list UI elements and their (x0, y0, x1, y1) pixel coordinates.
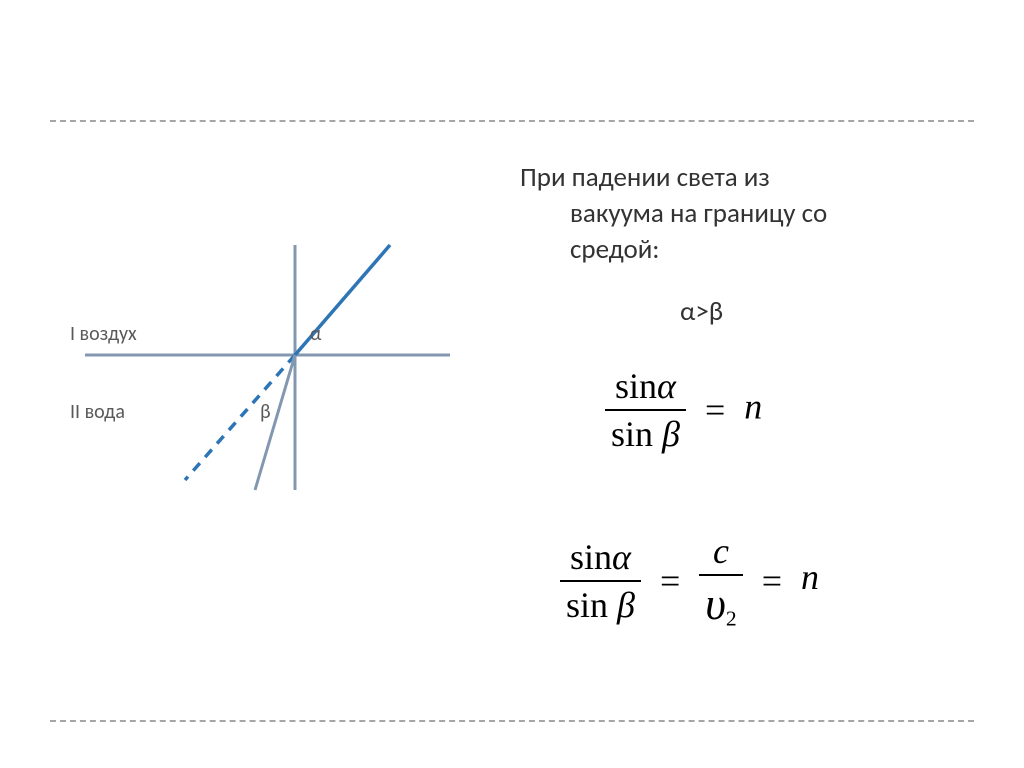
fraction-2b: c υ2 (699, 530, 742, 631)
label-medium-1: I воздух (70, 322, 137, 346)
slide: При падении света из вакуума на границу … (0, 0, 1024, 768)
rhs-n-1: n (744, 386, 762, 426)
refraction-diagram: I воздух II вода α β (60, 240, 460, 540)
bottom-divider (50, 720, 974, 722)
inequality-text: α>β (680, 295, 723, 328)
formula-snells-law: sinα sin β = n (605, 365, 762, 455)
numerator-2a: sinα (560, 536, 641, 580)
label-alpha: α (310, 322, 321, 346)
reflected-ray-dashed (185, 355, 295, 480)
paragraph-line-3: средой: (520, 232, 827, 268)
numerator-2b: c (699, 530, 742, 574)
paragraph-line-1: При падении света из (520, 160, 827, 196)
numerator-1: sinα (605, 365, 686, 409)
top-divider (50, 120, 974, 122)
paragraph-line-2: вакуума на границу со (520, 196, 827, 232)
equals-2a: = (650, 560, 690, 602)
fraction-2a: sinα sin β (560, 536, 641, 626)
label-medium-2: II вода (70, 400, 125, 424)
diagram-svg (60, 240, 460, 540)
denominator-2b: υ2 (699, 574, 742, 631)
rhs-n-2: n (801, 557, 819, 597)
intro-paragraph: При падении света из вакуума на границу … (520, 160, 827, 268)
formula-index-velocity: sinα sin β = c υ2 = n (560, 530, 819, 631)
label-beta: β (260, 400, 271, 424)
equals-2b: = (752, 560, 792, 602)
equals-1: = (695, 389, 735, 431)
fraction-1: sinα sin β (605, 365, 686, 455)
denominator-2a: sin β (560, 580, 641, 626)
denominator-1: sin β (605, 409, 686, 455)
